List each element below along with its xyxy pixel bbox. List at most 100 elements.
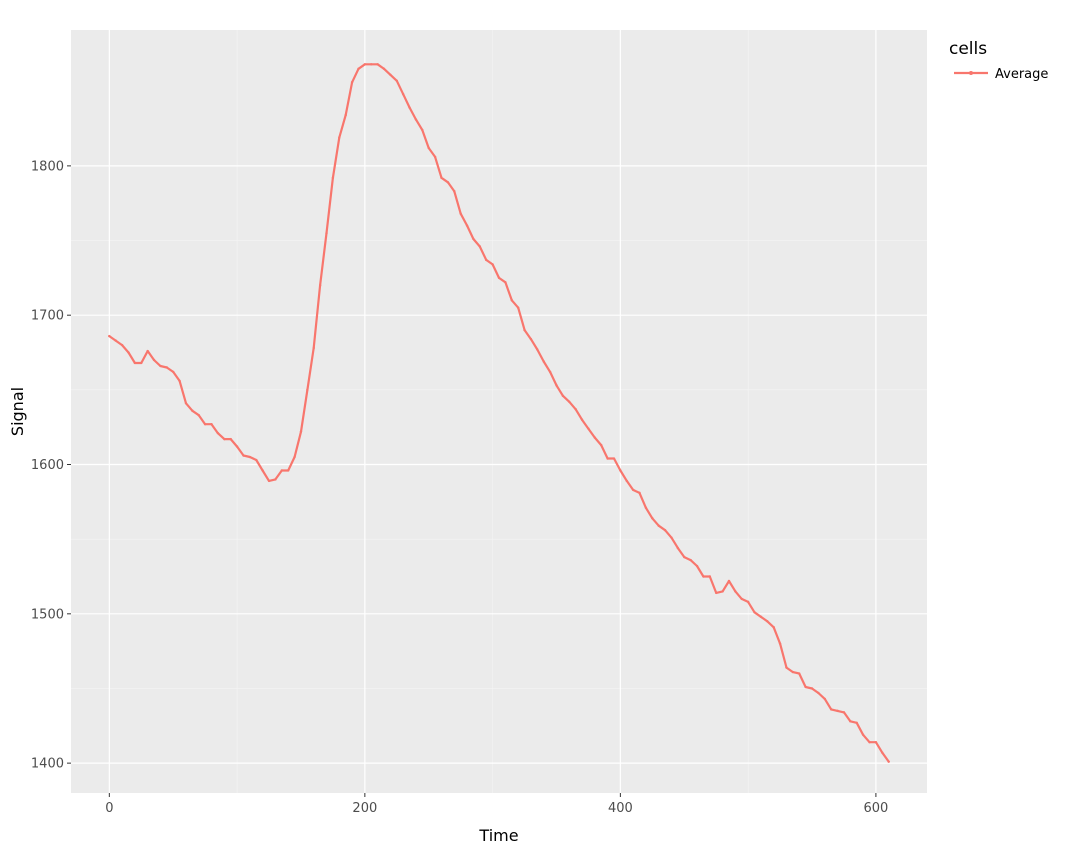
data-point (542, 360, 545, 363)
data-point (695, 564, 699, 568)
y-tick-label: 1600 (31, 458, 64, 473)
data-point (740, 597, 743, 601)
data-point (657, 524, 660, 527)
data-point (216, 431, 220, 435)
data-point (108, 334, 111, 338)
data-point (785, 666, 788, 669)
data-point (766, 620, 769, 623)
data-point (593, 436, 597, 439)
data-point (414, 118, 418, 121)
data-point (727, 579, 731, 583)
data-point (465, 224, 469, 227)
data-point (644, 506, 648, 510)
y-tick-label: 1400 (31, 757, 64, 772)
data-point (159, 364, 162, 368)
data-point (338, 136, 341, 139)
data-point (261, 469, 264, 472)
data-point (568, 400, 571, 403)
data-point (120, 343, 124, 347)
data-point (152, 358, 156, 362)
data-point (421, 128, 424, 132)
data-point (734, 590, 737, 593)
data-point (874, 741, 878, 744)
data-point (242, 454, 245, 457)
data-point (293, 455, 296, 459)
data-point (548, 370, 552, 374)
data-point (491, 263, 494, 266)
data-point (497, 276, 501, 280)
data-point (714, 591, 718, 595)
data-point (453, 190, 456, 193)
data-point (267, 479, 271, 483)
x-tick-label: 600 (863, 801, 888, 816)
data-point (708, 575, 712, 578)
data-point (350, 81, 354, 84)
data-point (408, 106, 411, 109)
data-point (172, 370, 175, 374)
data-point (344, 113, 347, 117)
data-point (631, 488, 635, 492)
data-point (574, 408, 577, 411)
data-point (286, 469, 290, 472)
data-point (638, 491, 641, 495)
legend-key-point (969, 71, 973, 75)
data-point (670, 536, 673, 539)
data-point (312, 346, 315, 350)
data-point (178, 379, 181, 383)
x-tick-label: 0 (105, 801, 113, 816)
data-point (536, 348, 539, 351)
data-point (459, 212, 462, 215)
data-point (817, 691, 820, 695)
data-point (881, 751, 884, 754)
y-axis-title: Signal (8, 387, 27, 436)
axes: 1400 1500 1600 1700 1800 0 200 400 600 (31, 159, 888, 816)
legend-label-average: Average (995, 67, 1048, 82)
x-tick-label: 200 (352, 801, 377, 816)
data-point (191, 409, 194, 412)
data-point (223, 437, 226, 441)
data-point (663, 529, 667, 532)
data-point (529, 337, 533, 341)
data-point (651, 517, 654, 520)
data-point (829, 708, 833, 711)
series-layer (108, 63, 890, 763)
data-point (210, 422, 213, 426)
data-point (721, 590, 724, 593)
data-point (689, 558, 692, 562)
data-point (861, 733, 865, 736)
data-point (836, 709, 839, 713)
data-point (376, 63, 379, 66)
data-point (197, 414, 200, 417)
data-point (804, 685, 807, 689)
data-point (855, 721, 858, 725)
data-point (318, 284, 322, 287)
data-point (600, 443, 603, 447)
data-point (235, 445, 239, 448)
data-point (523, 328, 526, 332)
data-point (612, 457, 616, 460)
y-tick-label: 1800 (31, 159, 64, 174)
data-point (127, 351, 130, 354)
plot-panel (71, 30, 927, 793)
data-point (823, 697, 826, 701)
data-point (382, 67, 386, 71)
data-point (427, 146, 430, 150)
data-point (868, 741, 871, 744)
data-point (619, 469, 622, 472)
data-point (753, 611, 756, 614)
data-point (791, 670, 795, 674)
data-point (274, 478, 277, 481)
data-point (165, 366, 169, 369)
data-point (363, 63, 367, 66)
data-point (683, 555, 686, 559)
data-point (184, 402, 188, 405)
x-tick-label: 400 (608, 801, 633, 816)
data-point (472, 237, 475, 241)
data-point (331, 176, 335, 180)
data-point (887, 760, 890, 763)
data-point (798, 672, 801, 675)
data-point (849, 720, 852, 723)
data-point (248, 455, 252, 459)
data-point (810, 687, 814, 690)
